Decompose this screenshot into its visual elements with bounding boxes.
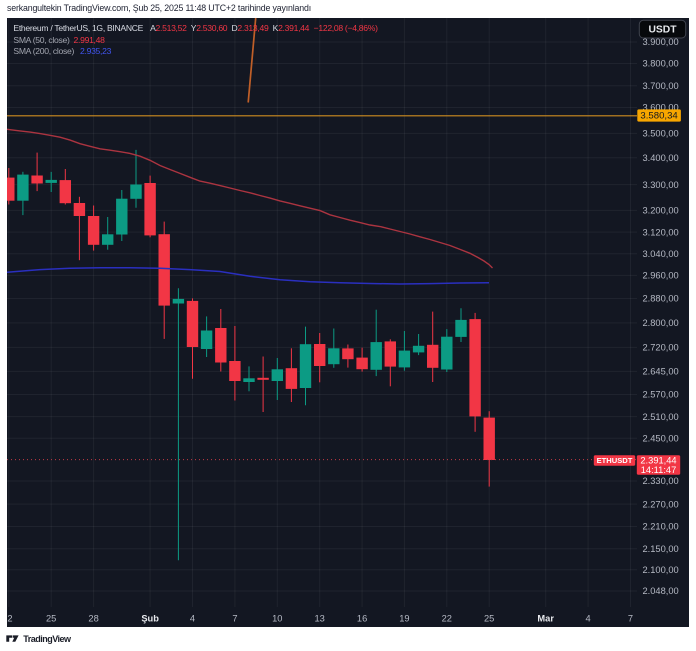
svg-text:3.800,00: 3.800,00: [643, 59, 679, 69]
svg-text:3.900,00: 3.900,00: [643, 37, 679, 47]
svg-text:2.100,00: 2.100,00: [643, 565, 679, 575]
svg-text:2: 2: [7, 614, 12, 624]
svg-text:16: 16: [357, 614, 367, 624]
svg-text:3.120,00: 3.120,00: [643, 227, 679, 237]
svg-text:2.720,00: 2.720,00: [643, 343, 679, 353]
svg-text:2.150,00: 2.150,00: [643, 544, 679, 554]
svg-text:28: 28: [88, 614, 98, 624]
svg-text:10: 10: [272, 614, 282, 624]
svg-text:7: 7: [628, 614, 633, 624]
svg-text:2.645,00: 2.645,00: [643, 367, 679, 377]
svg-text:22: 22: [442, 614, 452, 624]
svg-text:2.960,00: 2.960,00: [643, 271, 679, 281]
svg-text:13: 13: [315, 614, 325, 624]
svg-text:2.510,00: 2.510,00: [643, 412, 679, 422]
svg-text:4: 4: [586, 614, 591, 624]
svg-text:USDT: USDT: [648, 25, 677, 36]
svg-text:2.048,00: 2.048,00: [643, 586, 679, 596]
svg-text:19: 19: [399, 614, 409, 624]
svg-text:3.300,00: 3.300,00: [643, 180, 679, 190]
svg-text:3.400,00: 3.400,00: [643, 153, 679, 163]
svg-text:2.330,00: 2.330,00: [643, 476, 679, 486]
svg-text:3.200,00: 3.200,00: [643, 206, 679, 216]
svg-text:3.500,00: 3.500,00: [643, 129, 679, 139]
svg-text:14:11:47: 14:11:47: [641, 465, 677, 475]
svg-text:2.450,00: 2.450,00: [643, 434, 679, 444]
svg-text:ETHUSDT: ETHUSDT: [597, 456, 633, 465]
svg-text:25: 25: [46, 614, 56, 624]
svg-text:2.391,44: 2.391,44: [640, 456, 676, 466]
svg-text:2.570,00: 2.570,00: [643, 390, 679, 400]
svg-text:2.800,00: 2.800,00: [643, 318, 679, 328]
svg-text:3.700,00: 3.700,00: [643, 81, 679, 91]
svg-text:2.880,00: 2.880,00: [643, 294, 679, 304]
svg-text:3.040,00: 3.040,00: [643, 249, 679, 259]
svg-text:Şub: Şub: [141, 614, 159, 624]
svg-text:Mar: Mar: [537, 614, 554, 624]
svg-text:2.270,00: 2.270,00: [643, 499, 679, 509]
svg-text:25: 25: [484, 614, 494, 624]
svg-text:7: 7: [232, 614, 237, 624]
svg-text:4: 4: [190, 614, 195, 624]
svg-text:3.600,00: 3.600,00: [643, 103, 679, 113]
svg-text:2.210,00: 2.210,00: [643, 522, 679, 532]
svg-text:3.580,34: 3.580,34: [640, 111, 678, 122]
